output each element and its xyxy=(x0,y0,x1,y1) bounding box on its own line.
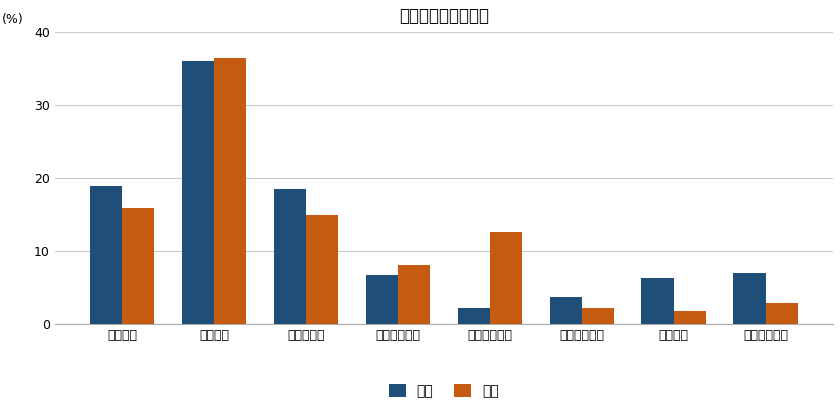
Bar xyxy=(674,311,706,324)
Bar xyxy=(365,275,398,324)
Bar xyxy=(549,297,582,324)
Bar xyxy=(765,302,798,324)
Bar xyxy=(182,61,214,324)
Title: 最も困っている症状: 最も困っている症状 xyxy=(399,7,489,25)
Bar xyxy=(398,265,430,324)
Bar xyxy=(306,215,339,324)
Bar xyxy=(733,273,765,324)
Bar xyxy=(642,278,674,324)
Bar xyxy=(214,58,246,324)
Bar xyxy=(90,186,123,324)
Bar xyxy=(123,208,155,324)
Legend: 男性, 女性: 男性, 女性 xyxy=(389,384,499,398)
Bar xyxy=(490,232,522,324)
Bar xyxy=(274,189,306,324)
Bar xyxy=(582,308,614,324)
Bar xyxy=(458,308,490,324)
Y-axis label: (%): (%) xyxy=(2,13,24,26)
